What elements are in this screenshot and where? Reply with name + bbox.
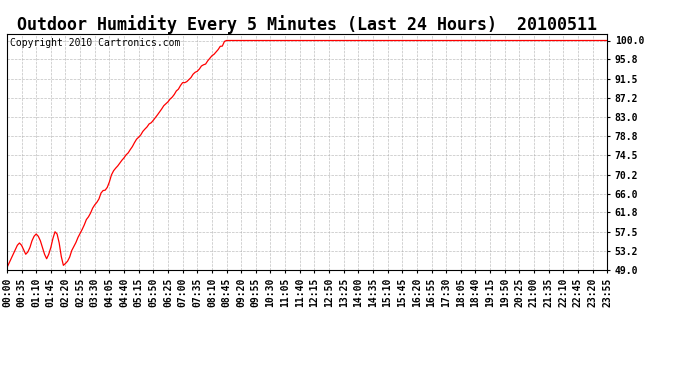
Title: Outdoor Humidity Every 5 Minutes (Last 24 Hours)  20100511: Outdoor Humidity Every 5 Minutes (Last 2… — [17, 15, 597, 34]
Text: Copyright 2010 Cartronics.com: Copyright 2010 Cartronics.com — [10, 39, 180, 48]
